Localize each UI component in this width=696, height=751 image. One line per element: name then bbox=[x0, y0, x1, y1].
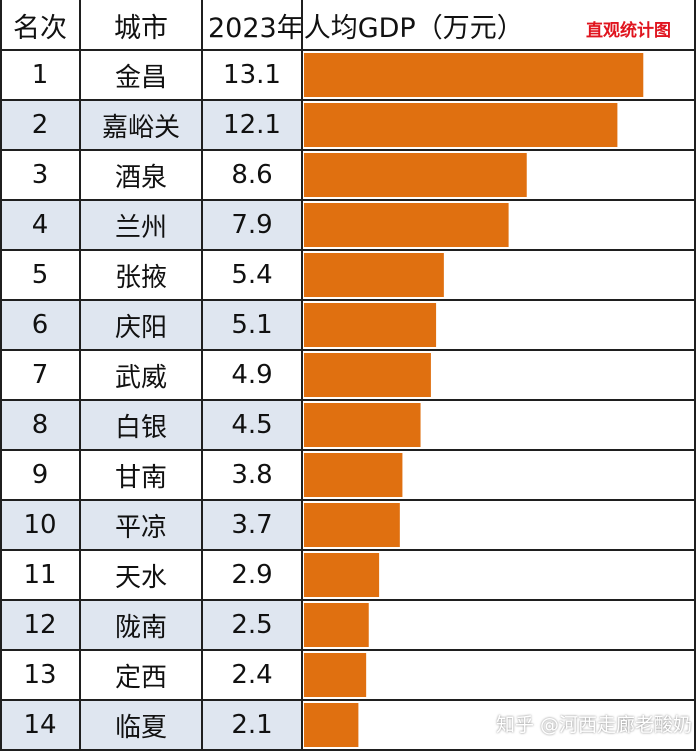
rank-cell: 5 bbox=[31, 260, 49, 290]
table-row bbox=[0, 350, 302, 400]
column-divider bbox=[201, 0, 203, 750]
value-label: 2.5 bbox=[231, 610, 273, 640]
table-row bbox=[0, 550, 302, 600]
table-row bbox=[0, 400, 302, 450]
row-divider bbox=[0, 49, 696, 51]
city-cell: 白银 bbox=[114, 412, 167, 443]
value-label: 5.4 bbox=[231, 260, 273, 290]
value-label: 12.1 bbox=[223, 110, 281, 140]
value-label: 7.9 bbox=[231, 210, 273, 240]
table-row bbox=[0, 100, 302, 150]
city-cell: 嘉峪关 bbox=[101, 112, 180, 143]
rank-cell: 4 bbox=[31, 210, 49, 240]
city-cell: 甘南 bbox=[114, 462, 167, 493]
header-city: 城市 bbox=[114, 12, 168, 44]
value-label: 8.6 bbox=[231, 160, 273, 190]
rank-cell: 1 bbox=[31, 60, 49, 90]
value-label: 3.8 bbox=[231, 460, 273, 490]
row-divider bbox=[0, 349, 696, 351]
rank-cell: 6 bbox=[31, 310, 49, 340]
value-label: 4.5 bbox=[231, 410, 273, 440]
column-divider bbox=[694, 0, 696, 750]
table-row bbox=[0, 250, 302, 300]
row-divider bbox=[0, 99, 696, 101]
column-divider bbox=[301, 0, 303, 750]
table-row bbox=[0, 650, 302, 700]
column-divider bbox=[0, 0, 2, 750]
table-row bbox=[0, 600, 302, 650]
value-label: 3.7 bbox=[231, 510, 273, 540]
city-cell: 张掖 bbox=[114, 262, 167, 293]
city-cell: 定西 bbox=[114, 662, 167, 693]
row-divider bbox=[0, 699, 696, 701]
watermark: 知乎 @河西走廊老酸奶 bbox=[496, 714, 693, 736]
city-cell: 临夏 bbox=[114, 712, 167, 743]
value-label: 13.1 bbox=[223, 60, 281, 90]
row-divider bbox=[0, 499, 696, 501]
brand-label: 直观统计图 bbox=[586, 21, 671, 41]
table-row bbox=[0, 500, 302, 550]
row-divider bbox=[0, 649, 696, 651]
table-row bbox=[0, 700, 302, 750]
rank-cell: 8 bbox=[31, 410, 49, 440]
city-cell: 平凉 bbox=[114, 512, 167, 543]
row-divider bbox=[0, 749, 696, 751]
value-label: 2.1 bbox=[231, 710, 273, 740]
header-value: 2023年人均GDP（万元） bbox=[208, 12, 524, 44]
city-cell: 兰州 bbox=[114, 212, 167, 243]
row-divider bbox=[0, 399, 696, 401]
header-rank: 名次 bbox=[13, 12, 67, 44]
rank-cell: 7 bbox=[31, 360, 49, 390]
rank-cell: 3 bbox=[31, 160, 49, 190]
rank-cell: 13 bbox=[23, 660, 57, 690]
value-label: 5.1 bbox=[231, 310, 273, 340]
row-divider bbox=[0, 199, 696, 201]
rank-cell: 11 bbox=[23, 560, 57, 590]
row-divider bbox=[0, 149, 696, 151]
value-label: 4.9 bbox=[231, 360, 273, 390]
table-row bbox=[0, 300, 302, 350]
table-row bbox=[0, 200, 302, 250]
row-divider bbox=[0, 449, 696, 451]
city-cell: 陇南 bbox=[114, 612, 167, 643]
rank-cell: 10 bbox=[23, 510, 57, 540]
city-cell: 酒泉 bbox=[114, 162, 167, 193]
table-row bbox=[0, 450, 302, 500]
rank-cell: 9 bbox=[31, 460, 49, 490]
row-divider bbox=[0, 249, 696, 251]
row-divider bbox=[0, 549, 696, 551]
city-cell: 庆阳 bbox=[114, 312, 167, 343]
city-cell: 金昌 bbox=[114, 62, 167, 93]
row-divider bbox=[0, 599, 696, 601]
row-divider bbox=[0, 299, 696, 301]
value-label: 2.4 bbox=[231, 660, 273, 690]
table-row bbox=[0, 150, 302, 200]
value-label: 2.9 bbox=[231, 560, 273, 590]
city-cell: 武威 bbox=[114, 362, 167, 393]
rank-cell: 14 bbox=[23, 710, 57, 740]
city-cell: 天水 bbox=[114, 562, 167, 593]
column-divider bbox=[79, 0, 81, 750]
rank-cell: 2 bbox=[31, 110, 49, 140]
rank-cell: 12 bbox=[23, 610, 57, 640]
table-row bbox=[0, 50, 302, 100]
